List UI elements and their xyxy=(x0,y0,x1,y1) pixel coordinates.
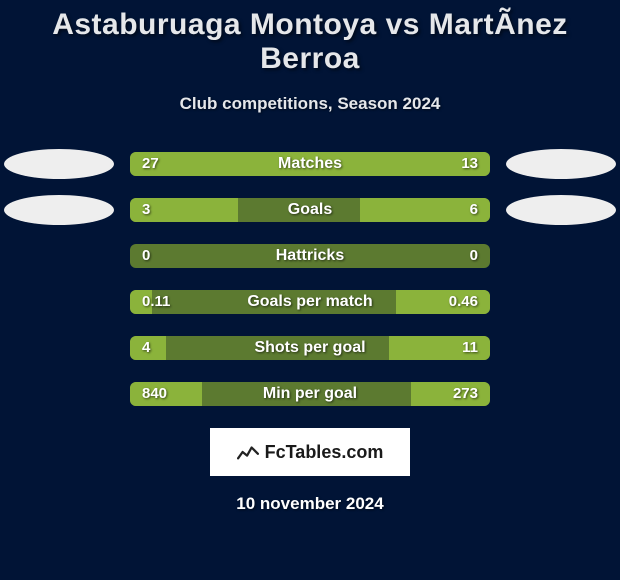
stat-left-value: 3 xyxy=(130,198,162,222)
stat-bar-track xyxy=(130,152,490,176)
logo-badge: FcTables.com xyxy=(210,428,410,476)
stat-row: 840273Min per goal xyxy=(0,382,620,406)
stat-bar-track xyxy=(130,336,490,360)
stat-right-value: 13 xyxy=(449,152,490,176)
logo-text: FcTables.com xyxy=(265,442,384,463)
player-left-avatar xyxy=(4,149,114,179)
stat-row: 00Hattricks xyxy=(0,244,620,268)
stat-left-value: 4 xyxy=(130,336,162,360)
stat-right-value: 273 xyxy=(441,382,490,406)
stat-right-value: 11 xyxy=(450,336,490,360)
stat-row: 411Shots per goal xyxy=(0,336,620,360)
stat-left-value: 840 xyxy=(130,382,179,406)
stat-left-value: 0.11 xyxy=(130,290,182,314)
stat-bar-track xyxy=(130,382,490,406)
stat-bar-track xyxy=(130,198,490,222)
date-text: 10 november 2024 xyxy=(0,494,620,514)
stat-right-value: 0.46 xyxy=(437,290,490,314)
stat-row: 2713Matches xyxy=(0,152,620,176)
stat-right-value: 6 xyxy=(458,198,490,222)
page-title: Astaburuaga Montoya vs MartÃ­nez Berroa xyxy=(0,0,620,76)
stat-bar-track xyxy=(130,244,490,268)
fctables-logo-icon xyxy=(237,443,259,461)
subtitle: Club competitions, Season 2024 xyxy=(0,94,620,114)
comparison-infographic: Astaburuaga Montoya vs MartÃ­nez Berroa … xyxy=(0,0,620,580)
stat-left-value: 27 xyxy=(130,152,171,176)
stat-rows: 2713Matches36Goals00Hattricks0.110.46Goa… xyxy=(0,152,620,406)
player-right-avatar xyxy=(506,149,616,179)
stat-left-value: 0 xyxy=(130,244,162,268)
stat-row: 36Goals xyxy=(0,198,620,222)
player-right-avatar xyxy=(506,195,616,225)
stat-row: 0.110.46Goals per match xyxy=(0,290,620,314)
stat-right-value: 0 xyxy=(458,244,490,268)
player-left-avatar xyxy=(4,195,114,225)
